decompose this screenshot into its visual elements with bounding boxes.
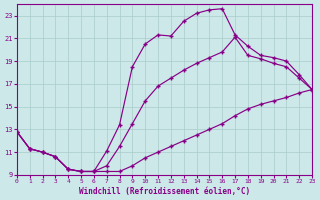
X-axis label: Windchill (Refroidissement éolien,°C): Windchill (Refroidissement éolien,°C) [79, 187, 250, 196]
